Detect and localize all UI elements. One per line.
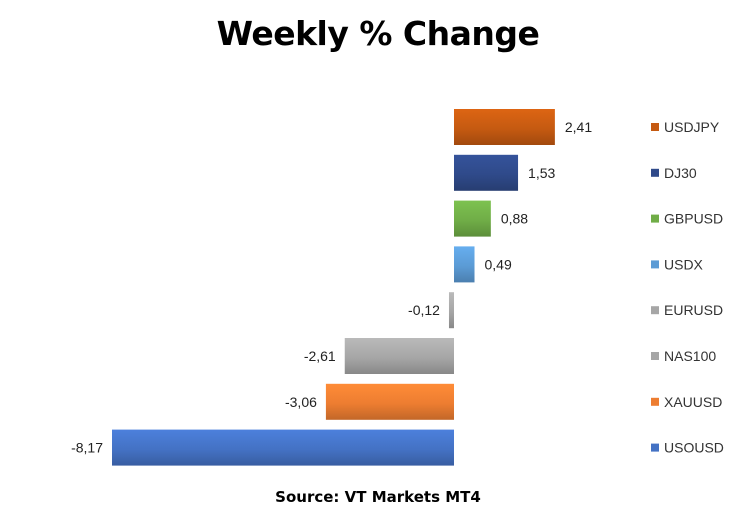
chart-title: Weekly % Change <box>216 14 540 53</box>
legend-swatch-xauusd <box>651 397 659 406</box>
value-label-dj30: 1,53 <box>528 165 555 181</box>
legend: USDJPY DJ30 GBPUSD USDX EURUSD NAS100 XAUUSD US… <box>651 119 724 456</box>
bar-usdjpy <box>454 109 555 145</box>
bar-usousd <box>112 429 454 466</box>
legend-swatch-dj30 <box>651 168 659 177</box>
value-label-xauusd: -3,06 <box>285 394 317 410</box>
bar-xauusd <box>325 383 454 420</box>
legend-label-gbpusd: GBPUSD <box>664 211 723 227</box>
legend-label-usdx: USDX <box>664 256 704 272</box>
value-label-usdx: 0,49 <box>485 256 512 272</box>
bar-gbpusd <box>454 200 491 237</box>
value-label-usousd: -8,17 <box>71 440 103 456</box>
legend-swatch-eurusd <box>651 306 659 315</box>
bar-eurusd <box>448 292 454 329</box>
value-label-nas100: -2,61 <box>304 348 336 364</box>
legend-label-xauusd: XAUUSD <box>664 394 722 410</box>
value-labels-group: 2,41 1,53 0,88 0,49 -0,12 -2,61 -3,06 -8,17 <box>71 119 592 456</box>
legend-swatch-usdjpy <box>651 123 659 131</box>
legend-label-usdjpy: USDJPY <box>664 119 720 135</box>
legend-swatch-usdx <box>651 260 659 269</box>
source-note: Source: VT Markets MT4 <box>275 488 481 506</box>
legend-swatch-gbpusd <box>651 214 659 223</box>
legend-label-dj30: DJ30 <box>664 165 697 181</box>
legend-swatch-usousd <box>651 443 659 452</box>
value-label-gbpusd: 0,88 <box>501 211 528 227</box>
legend-swatch-nas100 <box>651 352 659 360</box>
bar-usdx <box>454 246 475 283</box>
legend-label-usousd: USOUSD <box>664 440 724 456</box>
bar-nas100 <box>344 338 454 374</box>
legend-label-eurusd: EURUSD <box>664 302 723 318</box>
bars-group <box>112 109 555 466</box>
value-label-usdjpy: 2,41 <box>565 119 592 135</box>
value-label-eurusd: -0,12 <box>408 302 440 318</box>
legend-label-nas100: NAS100 <box>664 348 716 364</box>
bar-dj30 <box>454 154 519 191</box>
